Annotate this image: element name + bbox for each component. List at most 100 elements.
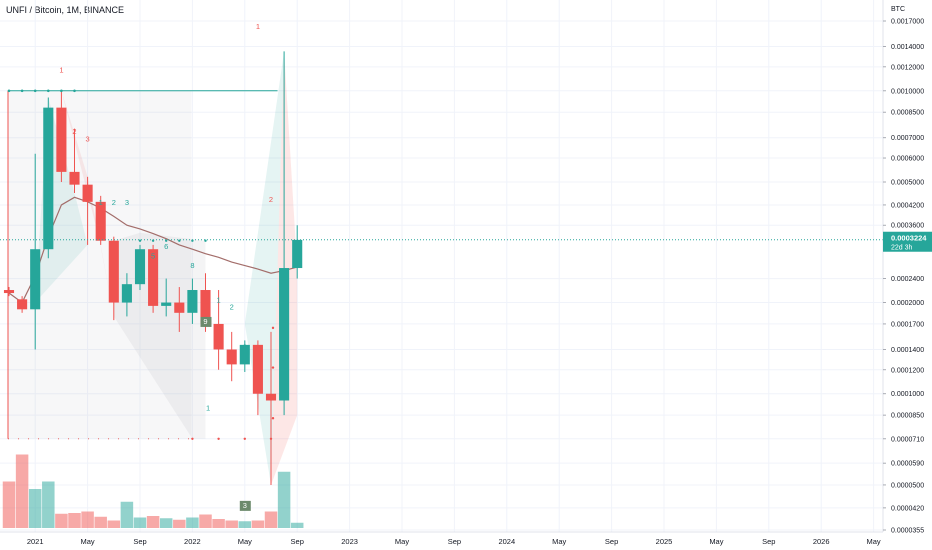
y-tick-label: 0.0014000 — [891, 44, 924, 51]
volume-bar — [238, 521, 252, 528]
volume-bar — [55, 513, 68, 528]
volume-bar — [186, 517, 199, 528]
candle-body — [252, 344, 263, 394]
marker-dot — [60, 89, 63, 93]
current-price-badge — [883, 231, 932, 252]
marker-dot — [191, 437, 194, 441]
candle-body — [161, 302, 172, 306]
volume-bar — [28, 489, 42, 528]
x-tick-label: May — [395, 537, 409, 546]
y-tick-label: 0.0000590 — [891, 461, 924, 468]
volume-bar — [15, 454, 29, 528]
candles — [3, 51, 303, 485]
y-tick-label: 0.0003600 — [891, 223, 924, 230]
marker-dot — [271, 417, 275, 420]
x-tick-label: Sep — [291, 537, 304, 546]
ma-line — [8, 196, 298, 304]
marker-dot — [243, 437, 246, 441]
x-tick-label: 2021 — [27, 537, 44, 546]
x-tick-label: May — [81, 537, 95, 546]
seq-label: 2 — [72, 127, 76, 136]
seq-box — [239, 500, 251, 511]
axis-unit: BTC — [891, 6, 905, 13]
current-price-label: 0.0003224 — [891, 234, 927, 243]
volume-bars — [2, 454, 304, 528]
marker-dot — [138, 239, 142, 242]
volume-bar — [264, 511, 278, 528]
candle-body — [148, 249, 159, 306]
price-axis: BTC 0.0017000 0.0014000 0.0012000 0.0010000 0… — [882, 0, 932, 535]
candle-body — [30, 249, 41, 310]
y-tick-label: 0.0007000 — [891, 135, 924, 142]
marker-dot — [271, 326, 275, 330]
chart-title: UNFI / Bitcoin, 1M, BINANCE — [6, 5, 125, 15]
seq-label: 3 — [125, 198, 129, 207]
candle-body — [69, 171, 80, 185]
seq-label: 3 — [86, 135, 90, 144]
x-tick-label: 2022 — [184, 537, 201, 546]
candle-body — [292, 239, 303, 269]
x-tick-label: May — [709, 537, 723, 546]
candle-body — [134, 249, 146, 285]
candle-body — [239, 344, 250, 365]
volume-bar — [68, 513, 81, 528]
marker-dot — [269, 437, 273, 441]
marker-dot — [178, 239, 181, 242]
marker-dot — [271, 366, 275, 369]
candle-body — [200, 290, 211, 324]
candle-body — [174, 302, 185, 313]
y-tick-label: 0.0012000 — [891, 64, 924, 71]
volume-bar — [212, 519, 225, 528]
time-axis: 2021 May Sep 2022 May Sep 2023 May Sep 2024 May Sep… — [0, 531, 883, 546]
candle-body — [43, 107, 54, 250]
y-tick-label: 0.0002400 — [891, 276, 924, 283]
candle-body — [121, 284, 132, 303]
volume-bar — [2, 481, 16, 528]
y-tick-label: 0.0006000 — [891, 156, 924, 163]
marker-dot — [7, 89, 11, 93]
volume-bar — [159, 518, 173, 528]
moving-average — [8, 196, 298, 304]
x-tick-label: Sep — [605, 537, 618, 546]
marker-dot — [217, 437, 220, 441]
seq-label: 2 — [269, 195, 273, 204]
y-tick-label: 0.0002000 — [891, 300, 924, 307]
seq-label: 1 — [256, 22, 260, 31]
volume-bar — [225, 520, 238, 528]
candle-body — [187, 290, 198, 313]
marker-dot — [73, 89, 76, 93]
candle-body — [3, 290, 15, 294]
volume-bar — [94, 516, 107, 528]
volume-bar — [42, 481, 55, 528]
x-tick-label: May — [238, 537, 252, 546]
countdown-label: 22d 3h — [891, 245, 913, 252]
marker-dot — [33, 89, 37, 93]
seq-label: 1 — [217, 296, 221, 305]
y-tick-label: 0.0001700 — [891, 321, 924, 328]
y-tick-label: 0.0005000 — [891, 180, 924, 187]
candle-body — [108, 240, 119, 303]
x-tick-label: Sep — [133, 537, 146, 546]
volume-bar — [81, 511, 94, 528]
candle-body — [95, 201, 106, 241]
seq-label: 3 — [243, 342, 247, 351]
volume-bar — [120, 501, 134, 528]
y-tick-label: 0.0010000 — [891, 88, 924, 95]
candle-body — [226, 349, 237, 365]
seq-label: 8 — [190, 261, 194, 270]
seq-box — [200, 316, 212, 327]
y-tick-label: 0.0000355 — [891, 528, 924, 535]
seq-label: 9 — [203, 317, 207, 326]
seq-label: 1 — [99, 198, 103, 207]
x-tick-label: 2025 — [656, 537, 673, 546]
x-tick-label: May — [867, 537, 881, 546]
volume-bar — [251, 520, 265, 528]
volume-bar — [199, 514, 212, 528]
y-tick-label: 0.0001400 — [891, 347, 924, 354]
y-tick-label: 0.0001200 — [891, 367, 924, 374]
x-tick-label: 2023 — [341, 537, 358, 546]
candle-body — [82, 184, 93, 202]
x-tick-label: 2024 — [498, 537, 515, 546]
x-tick-label: May — [552, 537, 566, 546]
